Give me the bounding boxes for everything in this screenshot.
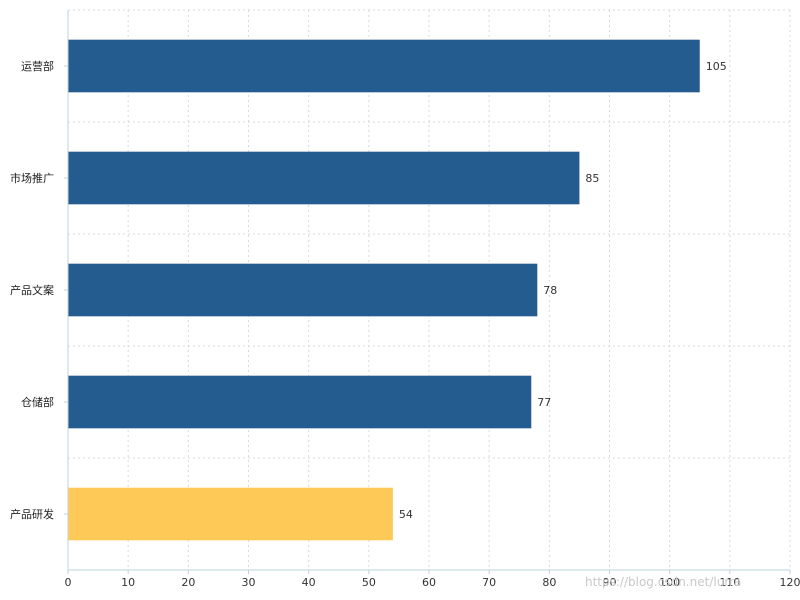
x-tick-label: 0 bbox=[65, 576, 72, 589]
bar-value-label: 77 bbox=[537, 396, 551, 409]
x-tick-label: 20 bbox=[181, 576, 195, 589]
x-tick-label: 70 bbox=[482, 576, 496, 589]
x-tick-label: 40 bbox=[302, 576, 316, 589]
category-label: 运营部 bbox=[21, 59, 54, 73]
bar-value-label: 105 bbox=[706, 60, 727, 73]
x-tick-label: 10 bbox=[121, 576, 135, 589]
bar bbox=[68, 263, 538, 317]
axes: 0 10 20 30 40 50 60 70 80 90 100 110 120 运营部市场推广产品文案仓… bbox=[10, 10, 800, 589]
x-tick-label: 100 bbox=[659, 576, 680, 589]
category-label: 产品研发 bbox=[10, 507, 54, 521]
bar bbox=[68, 375, 532, 429]
bar-value-label: 54 bbox=[399, 508, 413, 521]
category-label: 仓储部 bbox=[21, 395, 54, 409]
bar-value-label: 78 bbox=[543, 284, 557, 297]
watermark: https://blog.csdn.net/lurra bbox=[585, 575, 741, 589]
bar-value-label: 85 bbox=[585, 172, 599, 185]
x-tick-label: 50 bbox=[362, 576, 376, 589]
x-tick-label: 30 bbox=[242, 576, 256, 589]
x-tick-label: 120 bbox=[780, 576, 800, 589]
x-tick-label: 80 bbox=[542, 576, 556, 589]
category-label: 市场推广 bbox=[10, 171, 54, 185]
bar bbox=[68, 151, 580, 205]
bars: 105 85 78 77 54 bbox=[68, 39, 727, 541]
x-tick-label: 90 bbox=[603, 576, 617, 589]
bar bbox=[68, 39, 700, 93]
bar bbox=[68, 487, 393, 541]
category-label: 产品文案 bbox=[10, 283, 54, 297]
x-tick-label: 110 bbox=[719, 576, 740, 589]
x-tick-label: 60 bbox=[422, 576, 436, 589]
